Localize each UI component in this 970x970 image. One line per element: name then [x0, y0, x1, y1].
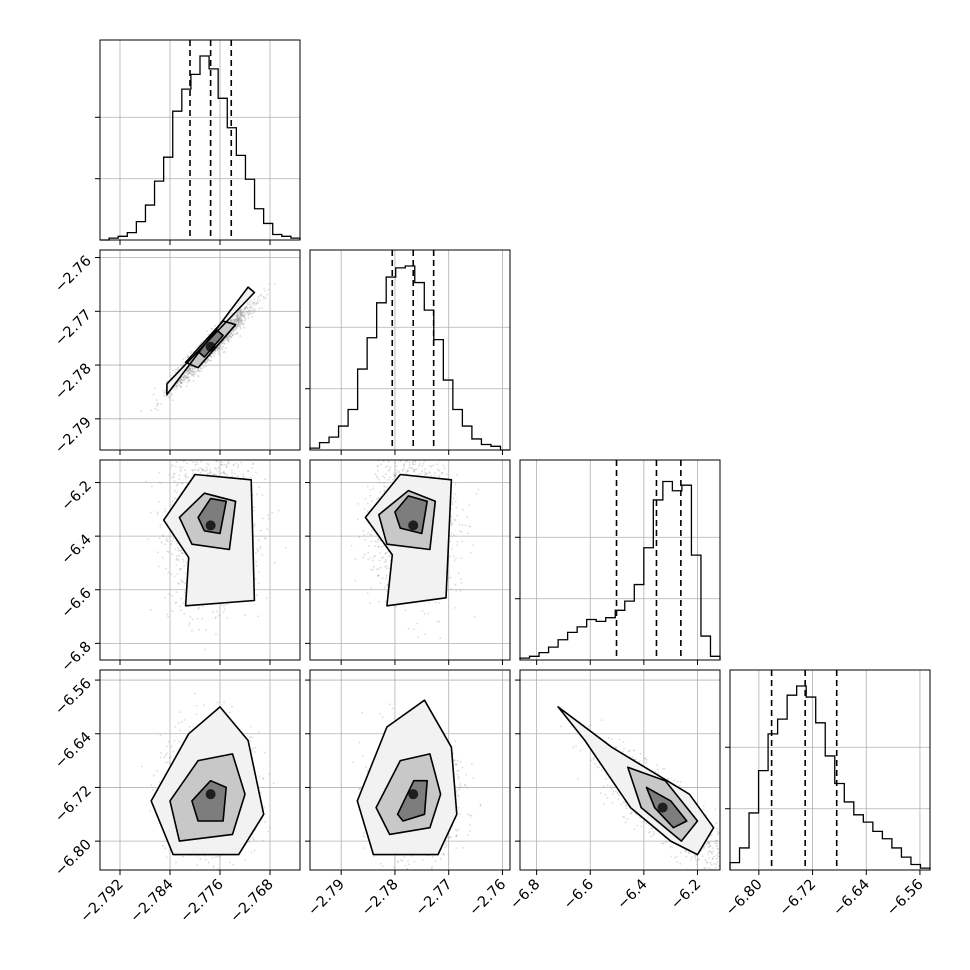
contour-line	[162, 473, 256, 607]
contour-line	[394, 495, 429, 535]
histogram-panel-3: −6.80 −6.72 −6.64 −6.56	[723, 669, 931, 920]
contour-line	[169, 753, 246, 842]
scatter-panel-0-3: −2.792 −2.784 −2.776 −2.768 −6.80 −6.72 −6.64 −…	[52, 669, 301, 926]
y-tick-label: −2.76	[52, 253, 95, 296]
x-tick-label: −2.77	[413, 877, 456, 920]
x-tick-label: −6.6	[561, 877, 597, 913]
x-tick-label: −2.78	[359, 877, 402, 920]
density-peak	[408, 520, 419, 531]
scatter-panel-0-1: −2.79 −2.78 −2.77 −2.76	[52, 249, 301, 457]
histogram-step-1	[309, 265, 510, 451]
contour-line	[557, 706, 715, 856]
x-tick-label: −2.784	[128, 877, 177, 926]
y-tick-label: −6.72	[52, 783, 95, 826]
density-peak	[408, 789, 419, 800]
histogram-panel-2	[515, 459, 721, 665]
contour-line	[191, 779, 227, 822]
contour-line	[178, 492, 237, 551]
x-tick-label: −2.76	[467, 877, 510, 920]
contour-line	[645, 786, 688, 829]
y-tick-label: −6.6	[59, 585, 95, 621]
density-fill	[397, 780, 428, 821]
x-tick-label: −6.64	[830, 877, 873, 920]
contour-line	[150, 706, 265, 856]
y-tick-label: −6.64	[52, 729, 95, 772]
contour-line	[396, 779, 429, 822]
contour-line	[197, 329, 224, 358]
x-tick-label: −6.4	[614, 877, 650, 913]
scatter-panel-0-2: −6.8 −6.6 −6.4 −6.2	[59, 459, 301, 675]
x-tick-label: −6.8	[507, 877, 543, 913]
scatter-panel-2-3: −6.8 −6.6 −6.4 −6.2	[507, 669, 721, 913]
y-tick-label: −6.2	[59, 478, 95, 514]
x-tick-label: −6.2	[668, 877, 704, 913]
density-peak	[205, 520, 216, 531]
contour-line	[377, 489, 437, 551]
histogram-step-3	[729, 685, 931, 870]
contour-line	[197, 497, 227, 535]
y-tick-label: −6.8	[59, 639, 95, 675]
x-tick-label: −6.56	[884, 877, 927, 920]
x-tick-label: −2.792	[78, 877, 127, 926]
density-peak	[205, 789, 216, 800]
histogram-step-0	[100, 55, 301, 241]
histogram-panel-1	[305, 249, 511, 455]
y-tick-label: −6.4	[59, 532, 95, 568]
density-fill	[166, 287, 255, 395]
density-fill	[191, 780, 227, 821]
histogram-panel-0	[95, 39, 301, 245]
contour-line	[364, 473, 453, 607]
y-tick-label: −2.79	[52, 414, 95, 457]
x-tick-label: −2.79	[305, 877, 348, 920]
y-tick-label: −6.56	[52, 676, 95, 719]
x-tick-label: −6.72	[777, 877, 820, 920]
y-tick-label: −6.80	[52, 837, 95, 880]
density-fill	[394, 495, 428, 534]
y-tick-label: −2.78	[52, 361, 95, 404]
histogram-step-2	[519, 480, 721, 660]
contour-line	[184, 320, 237, 369]
scatter-panel-1-2	[305, 459, 511, 665]
x-tick-label: −2.768	[228, 877, 277, 926]
contour-line	[356, 699, 458, 856]
contour-line	[626, 766, 699, 842]
y-tick-label: −2.77	[52, 307, 95, 350]
contour-line	[375, 753, 442, 836]
x-tick-label: −6.80	[723, 877, 766, 920]
scatter-panel-1-3: −2.79 −2.78 −2.77 −2.76	[305, 669, 511, 920]
x-tick-label: −2.776	[178, 877, 227, 926]
density-peak	[657, 802, 668, 813]
